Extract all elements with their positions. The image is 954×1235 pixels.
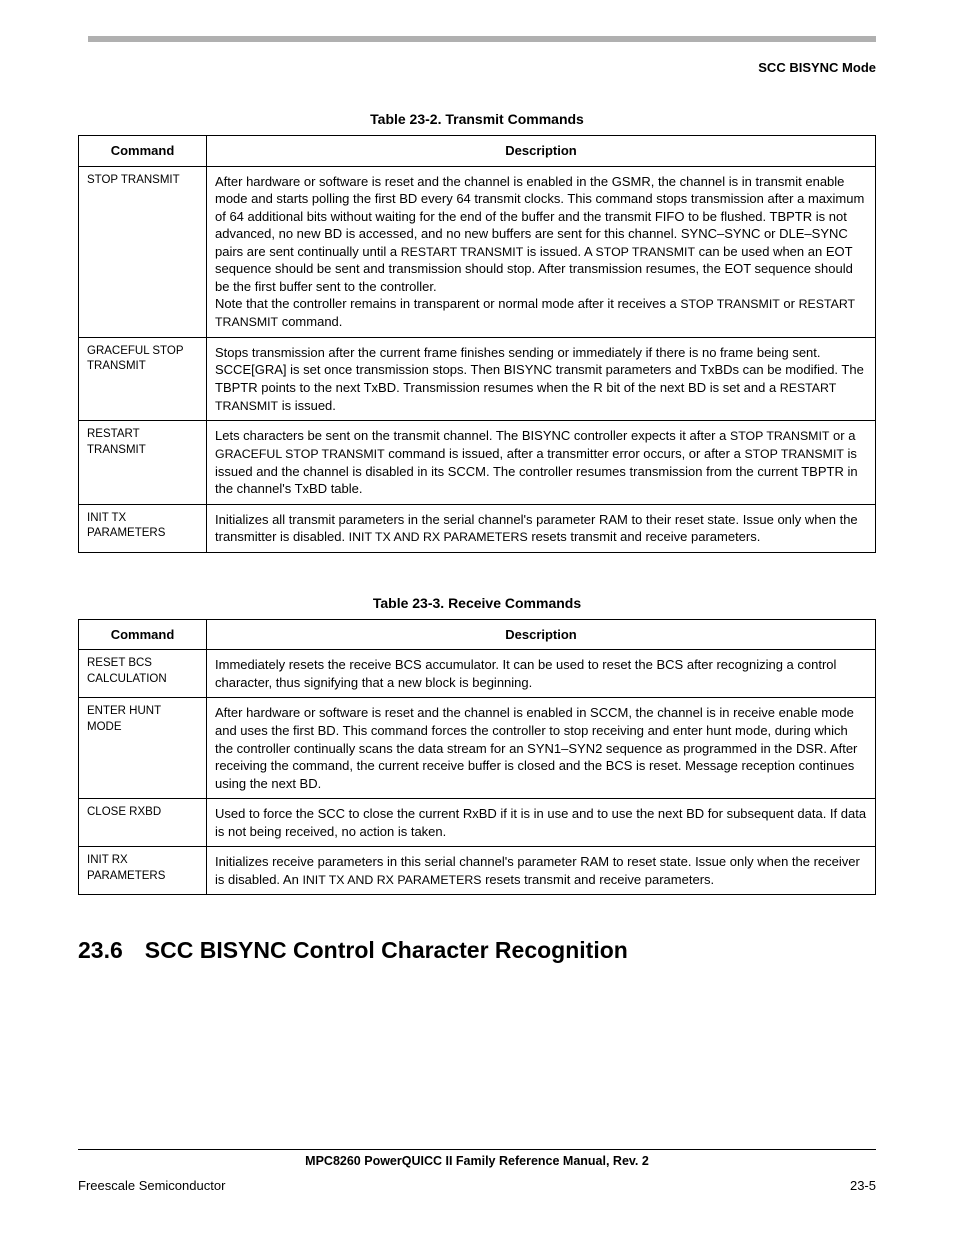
table-row: GRACEFUL STOP TRANSMIT Stops transmissio… (79, 337, 876, 420)
desc-init-rx-parameters: Initializes receive parameters in this s… (207, 847, 876, 895)
cmd-init-tx-parameters: INIT TX PARAMETERS (79, 504, 207, 552)
cmd-restart-transmit: RESTART TRANSMIT (79, 421, 207, 504)
cmd-close-rxbd: CLOSE RXBD (79, 799, 207, 847)
section-heading: 23.6 SCC BISYNC Control Character Recogni… (78, 937, 876, 964)
page: SCC BISYNC Mode Table 23-2. Transmit Com… (0, 0, 954, 1235)
desc-close-rxbd: Used to force the SCC to close the curre… (207, 799, 876, 847)
cmd-stop-transmit: STOP TRANSMIT (79, 166, 207, 337)
table-row: INIT TX PARAMETERS Initializes all trans… (79, 504, 876, 552)
table-1-caption: Table 23-2. Transmit Commands (78, 111, 876, 127)
header-section-label: SCC BISYNC Mode (78, 60, 876, 75)
cmd-enter-hunt-mode: ENTER HUNT MODE (79, 698, 207, 799)
table-row: CLOSE RXBD Used to force the SCC to clos… (79, 799, 876, 847)
table-2-header-description: Description (207, 619, 876, 650)
page-footer: MPC8260 PowerQUICC II Family Reference M… (78, 1149, 876, 1193)
footer-page-number: 23-5 (850, 1178, 876, 1193)
table-row: RESTART TRANSMIT Lets characters be sent… (79, 421, 876, 504)
table-row: STOP TRANSMIT After hardware or software… (79, 166, 876, 337)
table-row: ENTER HUNT MODE After hardware or softwa… (79, 698, 876, 799)
receive-commands-table: Command Description RESET BCS CALCULATIO… (78, 619, 876, 896)
table-row: INIT RX PARAMETERS Initializes receive p… (79, 847, 876, 895)
cmd-reset-bcs: RESET BCS CALCULATION (79, 650, 207, 698)
table-2-caption: Table 23-3. Receive Commands (78, 595, 876, 611)
transmit-commands-table: Command Description STOP TRANSMIT After … (78, 135, 876, 553)
header-rule (88, 36, 876, 42)
footer-vendor: Freescale Semiconductor (78, 1178, 225, 1193)
table-1-header-description: Description (207, 136, 876, 167)
desc-stop-transmit: After hardware or software is reset and … (207, 166, 876, 337)
cmd-init-rx-parameters: INIT RX PARAMETERS (79, 847, 207, 895)
desc-enter-hunt-mode: After hardware or software is reset and … (207, 698, 876, 799)
cmd-graceful-stop-transmit: GRACEFUL STOP TRANSMIT (79, 337, 207, 420)
desc-graceful-stop-transmit: Stops transmission after the current fra… (207, 337, 876, 420)
desc-restart-transmit: Lets characters be sent on the transmit … (207, 421, 876, 504)
table-2-header-command: Command (79, 619, 207, 650)
desc-init-tx-parameters: Initializes all transmit parameters in t… (207, 504, 876, 552)
table-1-header-command: Command (79, 136, 207, 167)
desc-reset-bcs: Immediately resets the receive BCS accum… (207, 650, 876, 698)
footer-manual-title: MPC8260 PowerQUICC II Family Reference M… (78, 1154, 876, 1168)
table-row: RESET BCS CALCULATION Immediately resets… (79, 650, 876, 698)
section-title: SCC BISYNC Control Character Recognition (145, 937, 628, 963)
footer-rule (78, 1149, 876, 1150)
section-number: 23.6 (78, 937, 123, 963)
